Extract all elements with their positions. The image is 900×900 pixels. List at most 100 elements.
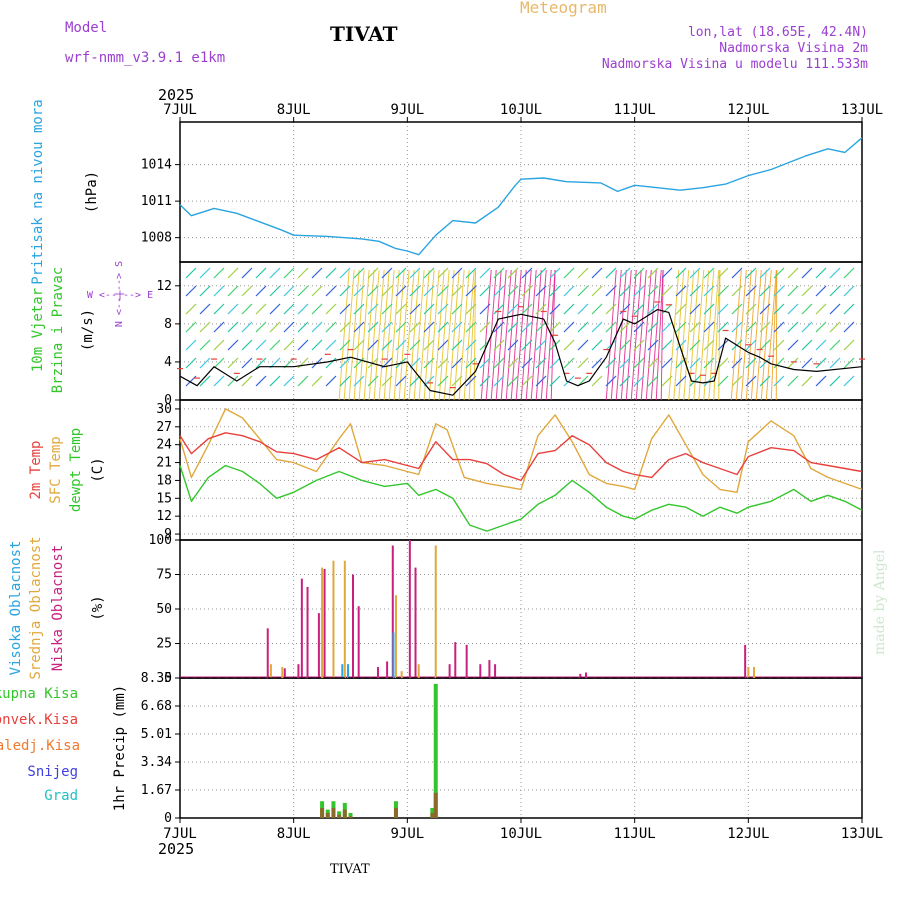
- y-tick-label: 18: [156, 473, 172, 488]
- footer-station: TIVAT: [330, 862, 370, 877]
- wind-barb: [507, 321, 519, 333]
- y-tick-label: 9: [164, 527, 172, 542]
- wind-barb: [479, 267, 491, 279]
- cloud-bar-low: [579, 673, 582, 678]
- gust-hatch: [735, 269, 747, 401]
- wind-barb: [353, 285, 365, 297]
- gust-hatch: [393, 269, 405, 401]
- wind-barb: [255, 375, 267, 387]
- wind-barb: [801, 321, 813, 333]
- wind-barb: [325, 303, 337, 315]
- wind-barb: [409, 375, 421, 387]
- wind-barb: [577, 303, 589, 315]
- wind-barb: [493, 267, 505, 279]
- gust-hatch: [438, 269, 450, 401]
- precip-conv-bar: [320, 807, 325, 818]
- wind-barb: [493, 303, 505, 315]
- wind-barb: [339, 321, 351, 333]
- wind-barb: [605, 339, 617, 351]
- wind-barb: [647, 357, 659, 369]
- x-tick-label-bottom: 9JUL: [390, 826, 424, 842]
- wind-barb: [465, 285, 477, 297]
- wind-speed-line: [179, 309, 863, 396]
- gust-hatch: [650, 269, 662, 401]
- wind-barb: [829, 375, 841, 387]
- wind-barb: [633, 267, 645, 279]
- wind-barb: [591, 339, 603, 351]
- wind-barb: [297, 303, 309, 315]
- wind-barb: [549, 303, 561, 315]
- wind-barb: [353, 357, 365, 369]
- wind-barb: [227, 339, 239, 351]
- wind-barb: [535, 357, 547, 369]
- precip-label: Snijeg: [27, 764, 78, 780]
- wind-barb: [675, 285, 687, 297]
- y-tick-label: 12: [156, 509, 172, 524]
- wind-barb: [241, 357, 253, 369]
- wind-barb: [213, 285, 225, 297]
- x-tick-label-bottom: 7JUL: [163, 826, 197, 842]
- coords-label: lon,lat (18.65E, 42.4N): [687, 25, 868, 40]
- wind-barb: [185, 357, 197, 369]
- wind-barb: [787, 339, 799, 351]
- wind-barb: [213, 321, 225, 333]
- wind-barb: [801, 339, 813, 351]
- cloud-bar-mid: [321, 567, 324, 678]
- wind-barb: [801, 303, 813, 315]
- wind-barb: [633, 303, 645, 315]
- wind-barb: [759, 321, 771, 333]
- wind-barb: [437, 357, 449, 369]
- gust-hatch: [520, 269, 532, 401]
- wind-barb: [591, 303, 603, 315]
- y-tick-label: 4: [164, 355, 172, 370]
- wind-barb: [493, 285, 505, 297]
- gust-hatch: [693, 269, 705, 401]
- gust-hatch: [348, 269, 360, 401]
- y-tick-label: 1.67: [141, 783, 172, 798]
- wind-barb: [535, 267, 547, 279]
- wind-barb: [437, 321, 449, 333]
- wind-barb: [689, 339, 701, 351]
- wind-barb: [745, 303, 757, 315]
- gust-hatch: [745, 269, 757, 401]
- wind-barb: [199, 357, 211, 369]
- wind-barb: [829, 321, 841, 333]
- wind-barb: [199, 375, 211, 387]
- precip-conv-bar: [325, 812, 330, 818]
- wind-barb: [395, 375, 407, 387]
- cloud-bar-mid: [434, 545, 437, 678]
- wind-barb: [829, 357, 841, 369]
- wind-barb: [521, 303, 533, 315]
- wind-barb: [423, 321, 435, 333]
- y-tick-label: 0: [164, 671, 172, 686]
- wind-barb: [563, 339, 575, 351]
- cloud-bar-low: [494, 664, 497, 678]
- y-tick-label: 0: [164, 393, 172, 408]
- wind-ylabel: (m/s): [80, 309, 96, 351]
- wind-barb: [451, 321, 463, 333]
- wind-barb: [451, 285, 463, 297]
- wind-barb: [605, 285, 617, 297]
- cloud-bar-mid: [343, 560, 346, 678]
- gust-hatch: [373, 269, 385, 401]
- wind-barb: [423, 357, 435, 369]
- wind-barb: [521, 357, 533, 369]
- wind-barb: [437, 285, 449, 297]
- wind-barb: [535, 321, 547, 333]
- wind-barb: [549, 375, 561, 387]
- wind-barb: [535, 303, 547, 315]
- wind-barb: [773, 321, 785, 333]
- gust-hatch: [398, 269, 410, 401]
- wind-barb: [381, 303, 393, 315]
- wind-barb: [549, 285, 561, 297]
- wind-barb: [563, 321, 575, 333]
- model-name: wrf-nmm_v3.9.1 e1km: [65, 50, 226, 66]
- wind-barb: [689, 267, 701, 279]
- y-tick-label: 27: [156, 420, 172, 435]
- cloud-bar-low: [585, 672, 588, 678]
- wind-barb: [325, 267, 337, 279]
- wind-barb: [843, 267, 855, 279]
- x-tick-label-top: 8JUL: [277, 102, 311, 118]
- wind-barb: [843, 339, 855, 351]
